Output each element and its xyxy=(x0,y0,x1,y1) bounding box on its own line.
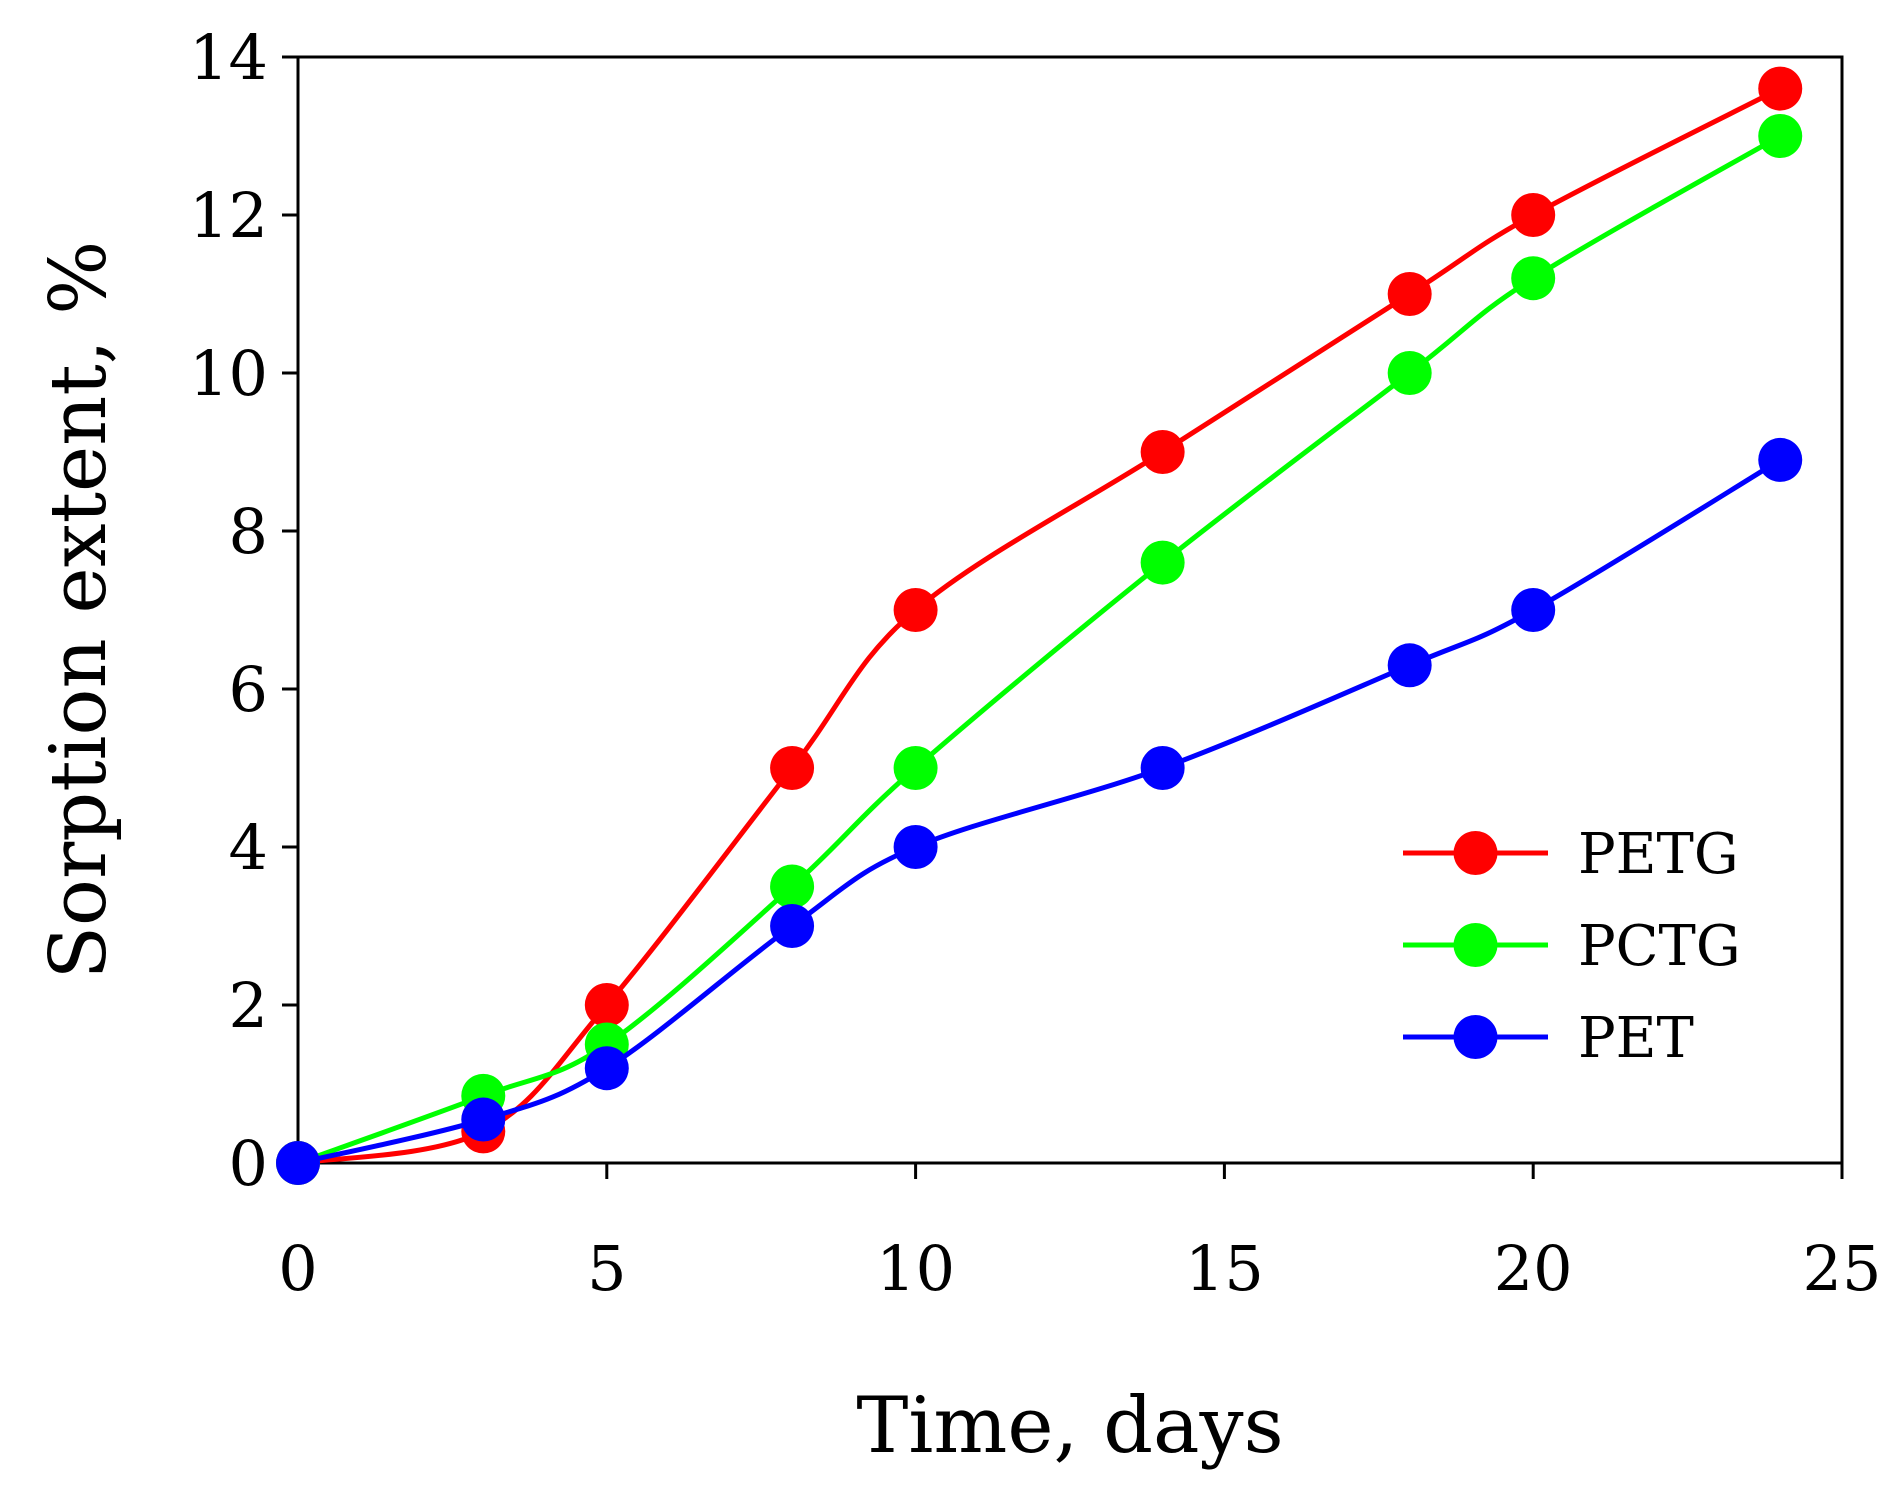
data-point-pet xyxy=(893,825,938,869)
data-point-pet xyxy=(1140,746,1185,790)
data-point-pet xyxy=(1387,643,1432,688)
y-axis-ticks: 0 2 4 6 8 10 12 14 xyxy=(189,21,298,1200)
y-tick-label: 8 xyxy=(229,495,268,568)
data-point-pet xyxy=(276,1141,320,1185)
y-tick-label: 0 xyxy=(229,1127,268,1200)
data-point-petg xyxy=(1758,66,1803,111)
data-point-pctg xyxy=(1758,114,1803,158)
data-point-pet xyxy=(770,904,815,948)
data-point-petg xyxy=(1511,193,1556,237)
data-point-pet xyxy=(461,1097,506,1142)
data-point-pctg xyxy=(1140,540,1185,585)
data-point-pet xyxy=(1758,437,1803,482)
x-tick-label: 0 xyxy=(278,1232,317,1305)
legend-label: PET xyxy=(1578,1006,1694,1071)
data-point-pet xyxy=(584,1046,629,1091)
data-point-petg xyxy=(584,983,629,1027)
legend: PETG PCTG PET xyxy=(1403,822,1741,1071)
y-tick-label: 14 xyxy=(189,21,268,94)
series-petg xyxy=(276,66,1803,1185)
x-tick-label: 20 xyxy=(1494,1232,1573,1305)
data-point-pctg xyxy=(1511,256,1556,301)
plot-area-border xyxy=(296,55,1844,1165)
legend-item-pet: PET xyxy=(1403,1006,1694,1071)
y-tick-label: 6 xyxy=(229,653,268,726)
data-point-petg xyxy=(893,588,938,632)
data-point-pet xyxy=(1511,588,1556,632)
x-tick-label: 15 xyxy=(1185,1232,1264,1305)
y-tick-label: 10 xyxy=(189,337,268,410)
series-group xyxy=(276,66,1803,1185)
y-tick-label: 4 xyxy=(229,811,268,884)
series-line-pet xyxy=(295,457,1783,1166)
series-pet xyxy=(276,437,1803,1185)
legend-marker xyxy=(1453,1015,1498,1059)
x-tick-label: 5 xyxy=(587,1232,626,1305)
data-point-petg xyxy=(770,746,815,790)
x-axis-title: Time, days xyxy=(856,1381,1283,1471)
data-point-pctg xyxy=(893,746,938,790)
legend-label: PCTG xyxy=(1578,914,1741,979)
y-tick-label: 12 xyxy=(189,179,268,252)
data-point-pctg xyxy=(1387,351,1432,395)
data-point-petg xyxy=(1140,430,1185,474)
legend-marker xyxy=(1453,923,1498,967)
legend-marker xyxy=(1453,831,1498,875)
y-axis-title: Sorption extent, % xyxy=(34,241,124,980)
legend-item-petg: PETG xyxy=(1403,822,1739,887)
series-line-pctg xyxy=(295,133,1783,1166)
series-pctg xyxy=(276,114,1803,1185)
x-axis-ticks: 0 5 10 15 20 25 xyxy=(278,1163,1881,1305)
data-point-petg xyxy=(1387,272,1432,316)
data-point-pctg xyxy=(770,864,815,909)
legend-label: PETG xyxy=(1578,822,1739,887)
y-tick-label: 2 xyxy=(229,969,268,1042)
legend-item-pctg: PCTG xyxy=(1403,914,1741,979)
plot-frame xyxy=(296,55,1844,1165)
x-tick-label: 10 xyxy=(876,1232,955,1305)
x-tick-label: 25 xyxy=(1803,1232,1882,1305)
